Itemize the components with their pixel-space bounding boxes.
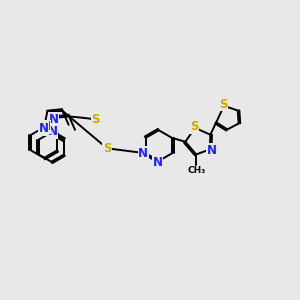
Text: S: S [190, 120, 198, 133]
Text: N: N [207, 144, 217, 157]
Text: N: N [38, 122, 48, 135]
Text: S: S [92, 113, 100, 126]
Text: N: N [153, 156, 163, 169]
Text: CH₃: CH₃ [187, 166, 206, 175]
Text: N: N [138, 147, 148, 160]
Text: N: N [40, 120, 50, 133]
Text: S: S [103, 142, 112, 155]
Text: S: S [219, 98, 228, 111]
Text: N: N [49, 112, 59, 126]
Text: N: N [48, 125, 58, 138]
